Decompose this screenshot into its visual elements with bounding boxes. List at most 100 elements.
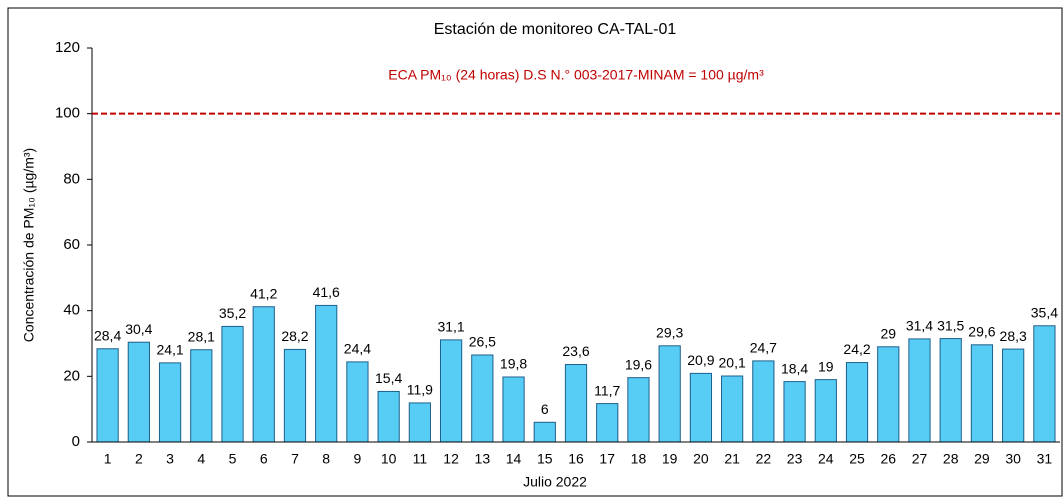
x-tick-label: 22: [756, 451, 772, 467]
x-tick-label: 7: [291, 451, 299, 467]
value-label: 31,5: [937, 317, 964, 333]
x-tick-label: 30: [1005, 451, 1021, 467]
value-label: 29,3: [656, 325, 683, 341]
y-tick-label: 60: [63, 236, 80, 253]
value-label: 29,6: [968, 324, 995, 340]
bar: [127, 341, 150, 443]
x-tick-label: 4: [197, 451, 205, 467]
bar: [814, 379, 837, 443]
bar: [970, 344, 994, 443]
value-label: 29: [880, 325, 896, 341]
value-label: 24,1: [156, 342, 183, 358]
x-tick-label: 17: [599, 451, 615, 467]
x-tick-label: 15: [537, 451, 553, 467]
bar: [315, 304, 338, 443]
value-label: 24,7: [750, 340, 777, 356]
y-tick-label: 120: [55, 39, 80, 56]
bar: [408, 402, 431, 443]
value-label: 19,8: [500, 356, 527, 372]
value-label: 35,4: [1031, 304, 1058, 320]
x-tick-label: 21: [724, 451, 740, 467]
bar: [627, 377, 650, 443]
value-label: 31,1: [437, 319, 464, 335]
value-label: 24,4: [344, 341, 371, 357]
bar: [877, 346, 900, 443]
value-label: 41,2: [250, 285, 277, 301]
bar: [939, 338, 962, 443]
value-label: 30,4: [125, 321, 152, 337]
bar: [845, 362, 869, 443]
x-tick-label: 6: [260, 451, 268, 467]
value-label: 18,4: [781, 360, 808, 376]
bar: [502, 376, 525, 443]
bar: [96, 348, 119, 443]
value-label: 28,3: [1000, 328, 1027, 344]
bar: [283, 348, 307, 443]
x-tick-label: 18: [631, 451, 647, 467]
x-axis-title: Julio 2022: [523, 474, 587, 490]
bar: [221, 325, 244, 443]
value-label: 15,4: [375, 370, 402, 386]
x-tick-label: 23: [787, 451, 803, 467]
bar: [908, 338, 931, 443]
value-label: 23,6: [562, 343, 589, 359]
value-label: 28,4: [94, 327, 121, 343]
x-tick-label: 31: [1037, 451, 1053, 467]
value-label: 26,5: [469, 334, 496, 350]
x-tick-label: 28: [943, 451, 959, 467]
y-tick-label: 0: [72, 433, 80, 450]
x-tick-label: 1: [104, 451, 112, 467]
value-label: 20,1: [719, 355, 746, 371]
x-tick-label: 2: [135, 451, 143, 467]
reference-label: ECA PM₁₀ (24 horas) D.S N.° 003-2017-MIN…: [388, 67, 764, 83]
x-tick-label: 19: [662, 451, 678, 467]
value-label: 41,6: [313, 284, 340, 300]
y-tick-label: 40: [63, 302, 80, 319]
value-label: 6: [541, 401, 549, 417]
x-tick-label: 3: [166, 451, 174, 467]
x-tick-label: 29: [974, 451, 990, 467]
value-label: 19: [818, 358, 834, 374]
bar: [564, 364, 588, 443]
y-tick-label: 100: [55, 105, 80, 122]
x-tick-label: 24: [818, 451, 834, 467]
y-axis-title: Concentración de PM₁₀ (µg/m³): [21, 148, 37, 342]
x-tick-label: 14: [506, 451, 522, 467]
bar: [471, 354, 494, 443]
value-label: 20,9: [687, 352, 714, 368]
value-label: 24,2: [843, 341, 870, 357]
value-label: 28,1: [188, 328, 215, 344]
bar: [596, 403, 619, 443]
y-tick-label: 20: [63, 367, 80, 384]
x-tick-label: 20: [693, 451, 709, 467]
value-label: 19,6: [625, 356, 652, 372]
bar: [377, 390, 400, 443]
x-tick-label: 16: [568, 451, 584, 467]
x-tick-label: 5: [229, 451, 237, 467]
bar: [190, 349, 213, 443]
bar: [346, 361, 369, 443]
bar: [658, 345, 681, 443]
bar: [783, 381, 806, 443]
x-tick-label: 26: [880, 451, 896, 467]
x-tick-label: 9: [354, 451, 362, 467]
bar: [1002, 348, 1025, 443]
value-label: 11,9: [407, 382, 433, 398]
bar: [439, 339, 463, 443]
x-tick-label: 12: [443, 451, 459, 467]
x-tick-label: 13: [475, 451, 491, 467]
bar: [158, 362, 182, 443]
x-tick-label: 8: [322, 451, 330, 467]
x-tick-label: 27: [912, 451, 928, 467]
bar: [721, 375, 744, 443]
x-tick-label: 11: [413, 451, 428, 467]
bar: [689, 372, 713, 443]
y-tick-label: 80: [63, 170, 80, 187]
chart-title: Estación de monitoreo CA-TAL-01: [434, 21, 677, 38]
bar: [252, 306, 275, 443]
x-tick-label: 10: [381, 451, 397, 467]
bar: [533, 421, 556, 443]
bar: [1033, 325, 1056, 443]
value-label: 11,7: [594, 382, 620, 398]
